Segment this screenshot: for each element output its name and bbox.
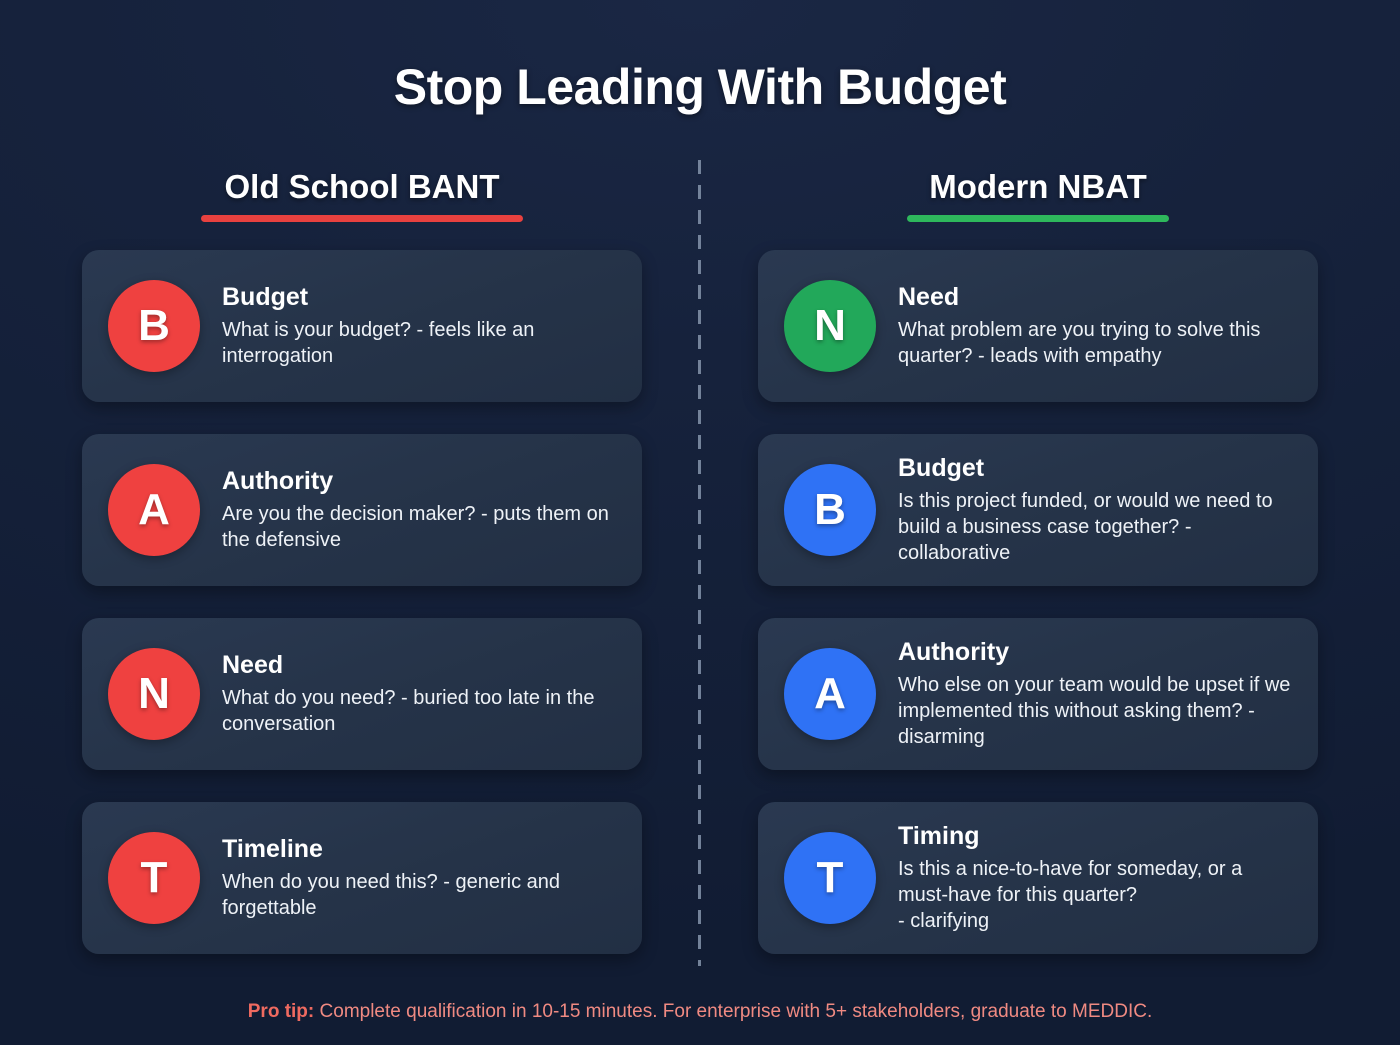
badge-letter-b-icon: B [784, 464, 876, 556]
card-body: Budget What is your budget? - feels like… [222, 283, 616, 369]
vertical-dashed-divider [698, 160, 701, 966]
card-title: Need [898, 283, 960, 312]
card-body: Timeline When do you need this? - generi… [222, 835, 616, 921]
footer-pro-tip-label: Pro tip: [247, 1001, 315, 1022]
page-title: Stop Leading With Budget [393, 59, 1007, 115]
card-title: Timeline [222, 835, 323, 864]
card-description: What problem are you trying to solve thi… [898, 318, 1261, 367]
column-modern-nbat: N Need What problem are you trying to so… [758, 250, 1318, 954]
card-description: Is this project funded, or would we need… [898, 489, 1273, 564]
card-description: Are you the decision maker? - puts them … [222, 502, 609, 551]
card-bant-budget: B Budget What is your budget? - feels li… [82, 250, 642, 402]
card-nbat-authority: A Authority Who else on your team would … [758, 618, 1318, 770]
badge-letter-n-icon: N [108, 648, 200, 740]
column-old-school-bant: B Budget What is your budget? - feels li… [82, 250, 642, 954]
badge-letter-b-icon: B [108, 280, 200, 372]
card-bant-authority: A Authority Are you the decision maker? … [82, 434, 642, 586]
card-nbat-need: N Need What problem are you trying to so… [758, 250, 1318, 402]
card-body: Timing Is this a nice-to-have for someda… [898, 822, 1292, 934]
badge-letter-a-icon: A [108, 464, 200, 556]
card-description: Who else on your team would be upset if … [898, 673, 1291, 748]
card-description: Is this a nice-to-have for someday, or a… [898, 857, 1243, 932]
badge-letter-n-icon: N [784, 280, 876, 372]
card-body: Need What problem are you trying to solv… [898, 283, 1292, 369]
card-title: Budget [898, 454, 985, 483]
footer-pro-tip: Pro tip: Complete qualification in 10-15… [0, 1001, 1400, 1023]
card-title: Authority [222, 467, 334, 496]
card-body: Need What do you need? - buried too late… [222, 651, 616, 737]
card-description: When do you need this? - generic and for… [222, 870, 560, 919]
heading-underline-green [907, 215, 1169, 222]
card-description: What do you need? - buried too late in t… [222, 686, 595, 735]
column-heading-left: Old School BANT [82, 168, 642, 222]
badge-letter-t-icon: T [108, 832, 200, 924]
card-description: What is your budget? - feels like an int… [222, 318, 535, 367]
column-heading-left-label: Old School BANT [224, 168, 500, 205]
heading-underline-red [201, 215, 523, 222]
card-body: Authority Who else on your team would be… [898, 638, 1292, 750]
card-title: Authority [898, 638, 1010, 667]
column-heading-right: Modern NBAT [758, 168, 1318, 222]
card-bant-timeline: T Timeline When do you need this? - gene… [82, 802, 642, 954]
card-title: Timing [898, 822, 980, 851]
card-nbat-budget: B Budget Is this project funded, or woul… [758, 434, 1318, 586]
card-body: Budget Is this project funded, or would … [898, 454, 1292, 566]
column-heading-right-label: Modern NBAT [929, 168, 1147, 205]
card-body: Authority Are you the decision maker? - … [222, 467, 616, 553]
card-bant-need: N Need What do you need? - buried too la… [82, 618, 642, 770]
footer-pro-tip-text: Complete qualification in 10-15 minutes.… [314, 1001, 1153, 1022]
card-title: Need [222, 651, 284, 680]
badge-letter-t-icon: T [784, 832, 876, 924]
badge-letter-a-icon: A [784, 648, 876, 740]
card-nbat-timing: T Timing Is this a nice-to-have for some… [758, 802, 1318, 954]
card-title: Budget [222, 283, 309, 312]
